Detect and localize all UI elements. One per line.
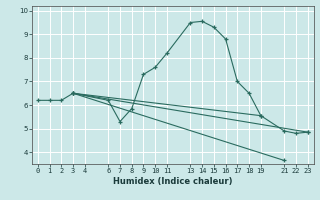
X-axis label: Humidex (Indice chaleur): Humidex (Indice chaleur) [113,177,233,186]
